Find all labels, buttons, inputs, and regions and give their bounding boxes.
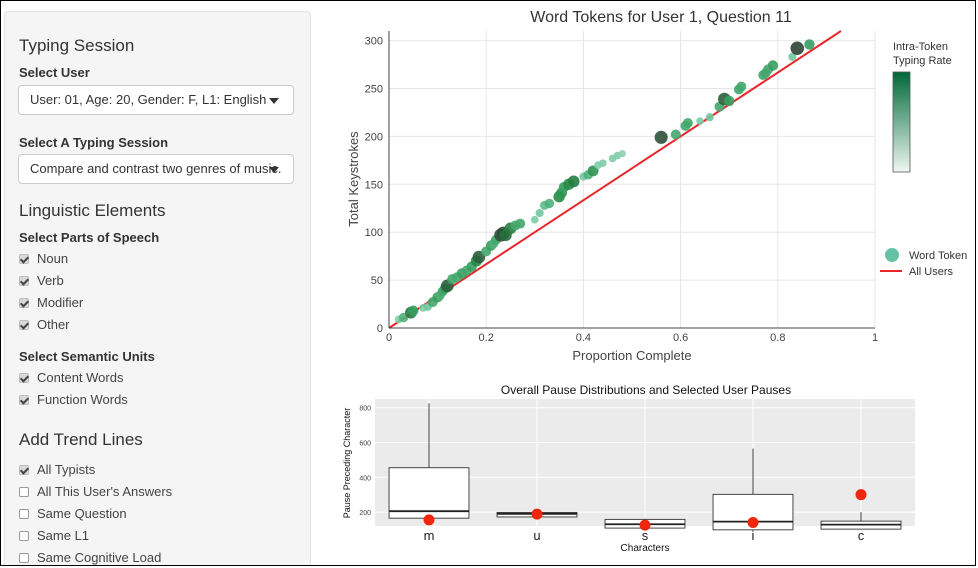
x-tick-label: 0	[386, 332, 392, 344]
x-tick-label: u	[533, 528, 540, 543]
checkbox-label: Verb	[37, 273, 64, 288]
chart-title: Overall Pause Distributions and Selected…	[501, 383, 791, 397]
y-tick-label: 50	[371, 275, 383, 287]
word-token-point	[736, 81, 747, 92]
legend-word-token-label: Word Token	[909, 250, 967, 262]
word-token-point	[788, 52, 797, 61]
user-pause-point	[639, 519, 651, 531]
chart-title: Word Tokens for User 1, Question 11	[530, 9, 792, 26]
word-token-point	[654, 130, 668, 144]
checkbox-box[interactable]	[19, 531, 29, 541]
select-session-value: Compare and contrast two genres of music…	[30, 161, 282, 176]
x-axis-label: Characters	[621, 543, 670, 554]
checkbox-box[interactable]	[19, 320, 29, 330]
x-tick-label: 0.2	[479, 332, 494, 344]
y-tick-label: 800	[359, 406, 371, 413]
checkbox-label: Modifier	[37, 295, 84, 310]
checkbox-box[interactable]	[19, 553, 29, 563]
select-user-value: User: 01, Age: 20, Gender: F, L1: Englis…	[30, 92, 267, 107]
y-tick-label: 600	[359, 440, 371, 447]
user-pause-point	[531, 508, 543, 520]
y-axis-label: Total Keystrokes	[346, 131, 361, 227]
typing-session-heading: Typing Session	[19, 36, 135, 55]
trend-line-all-users	[388, 30, 842, 329]
y-tick-label: 250	[365, 83, 383, 95]
select-session-dropdown[interactable]: Compare and contrast two genres of music…	[18, 154, 294, 184]
checkbox-box[interactable]	[19, 373, 29, 383]
checkbox-box[interactable]	[19, 254, 29, 264]
checkbox-label: All This User's Answers	[37, 484, 173, 499]
y-tick-label: 200	[359, 510, 371, 517]
y-tick-label: 100	[365, 227, 383, 239]
checkbox-label: Same Question	[37, 506, 127, 521]
scatter-chart: Word Tokens for User 1, Question 11 0 0.2…	[346, 9, 967, 363]
legend-word-token-marker	[885, 248, 899, 262]
word-token-point	[790, 41, 805, 56]
x-axis-label: Proportion Complete	[572, 348, 691, 363]
checkbox-box[interactable]	[19, 276, 29, 286]
box-chart: Overall Pause Distributions and Selected…	[342, 383, 915, 554]
select-session-label: Select A Typing Session	[19, 135, 169, 150]
user-pause-point	[423, 514, 435, 526]
checkbox-box[interactable]	[19, 465, 29, 475]
checkbox-label: Function Words	[37, 392, 128, 407]
word-token-point	[618, 150, 626, 158]
x-tick-label: 0.4	[576, 332, 591, 344]
y-axis-label: Pause Preceding Character	[342, 408, 352, 519]
word-token-point	[567, 175, 580, 188]
pos-label: Select Parts of Speech	[19, 230, 160, 245]
checkbox-box[interactable]	[19, 298, 29, 308]
x-tick-label: 0.8	[770, 332, 785, 344]
y-tick-label: 300	[365, 36, 383, 48]
sidebar-panel: Typing Session Select User User: 01, Age…	[4, 11, 311, 565]
x-tick-label: m	[424, 528, 435, 543]
x-tick-label: s	[642, 528, 649, 543]
linguistic-elements-heading: Linguistic Elements	[19, 201, 166, 220]
x-tick-label: i	[752, 528, 755, 543]
select-user-dropdown[interactable]: User: 01, Age: 20, Gender: F, L1: Englis…	[18, 85, 294, 115]
word-token-point	[804, 39, 815, 50]
legend-all-users-label: All Users	[909, 266, 954, 278]
word-token-point	[724, 95, 735, 107]
select-user-label: Select User	[19, 65, 90, 80]
chevron-down-icon	[269, 98, 279, 104]
user-pause-point	[855, 489, 867, 501]
chevron-down-icon	[269, 167, 279, 173]
checkbox-label: All Typists	[37, 462, 96, 477]
word-token-point	[535, 208, 544, 218]
y-tick-label: 200	[365, 131, 383, 143]
y-tick-label: 0	[377, 323, 383, 335]
checkbox-box[interactable]	[19, 509, 29, 519]
word-token-point	[530, 215, 539, 224]
colorbar	[892, 71, 911, 173]
checkbox-box[interactable]	[19, 487, 29, 497]
word-token-point	[767, 60, 779, 71]
colorbar-title: Intra-Token	[893, 41, 948, 53]
semantic-units-label: Select Semantic Units	[19, 349, 155, 364]
colorbar-title: Typing Rate	[893, 55, 952, 67]
word-token-point	[696, 117, 704, 125]
checkbox-label: Noun	[37, 251, 69, 266]
checkbox-box[interactable]	[19, 395, 29, 405]
checkbox-label: Other	[37, 317, 70, 332]
word-token-point	[670, 129, 681, 140]
word-token-point	[705, 113, 714, 122]
checkbox-label: Same L1	[37, 528, 90, 543]
word-token-point	[408, 305, 419, 316]
trend-lines-heading: Add Trend Lines	[19, 430, 143, 449]
user-pause-point	[747, 517, 759, 529]
word-token-point	[515, 218, 526, 229]
checkbox-label: Same Cognitive Load	[37, 550, 162, 565]
word-token-point	[682, 117, 693, 128]
checkbox-label: Content Words	[37, 370, 124, 385]
x-tick-label: 0.6	[673, 332, 688, 344]
x-tick-label: 1	[872, 332, 878, 344]
y-tick-label: 150	[365, 179, 383, 191]
word-token-point	[598, 159, 607, 168]
y-tick-label: 400	[359, 475, 371, 482]
x-tick-label: c	[858, 528, 865, 543]
word-token-point	[544, 198, 555, 209]
